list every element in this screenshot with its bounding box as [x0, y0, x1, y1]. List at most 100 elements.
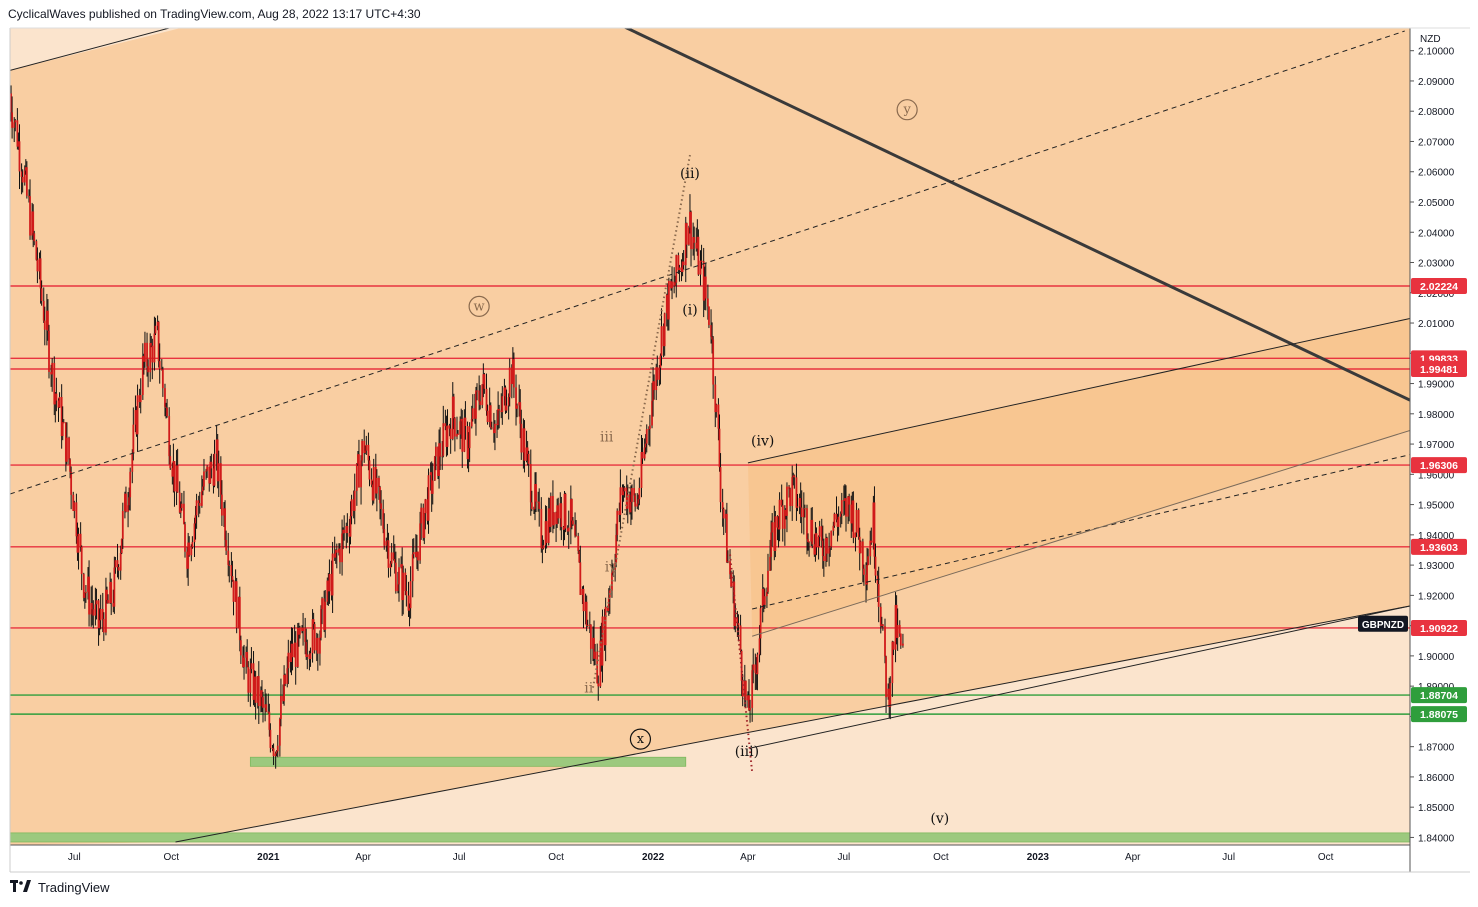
candle-body	[721, 502, 724, 510]
candle-body	[64, 422, 67, 462]
candle-body	[744, 680, 747, 701]
candle-body	[649, 425, 651, 430]
candle-body	[361, 440, 364, 461]
x-tick-label: Oct	[164, 852, 180, 863]
currency-label: NZD	[1420, 34, 1441, 45]
candle-body	[453, 418, 456, 437]
candle-body	[603, 616, 606, 646]
candle-body	[175, 465, 178, 492]
candle-body	[714, 384, 717, 413]
candle-body	[802, 509, 805, 518]
candle-body	[879, 606, 882, 627]
candle-body	[710, 325, 712, 337]
candle-body	[120, 538, 123, 553]
candle-body	[114, 560, 117, 568]
candle-body	[417, 551, 419, 561]
footer-brand[interactable]: TradingView	[10, 880, 110, 895]
candle-body	[896, 625, 899, 638]
candle-body	[520, 423, 523, 453]
x-tick-label: 2021	[257, 852, 280, 863]
candle-body	[265, 704, 268, 712]
candle-body	[770, 532, 773, 557]
candle-body	[751, 670, 754, 708]
candle-body	[409, 581, 412, 609]
candle-body	[604, 606, 607, 646]
candle-body	[599, 640, 602, 687]
candle-body	[48, 330, 50, 372]
candle-body	[538, 501, 541, 509]
candle-body	[387, 540, 390, 568]
candle-body	[117, 567, 120, 571]
wave-label-(iii): (iii)	[735, 744, 759, 760]
candle-body	[433, 456, 436, 481]
candle-body	[227, 550, 230, 565]
candle-body	[225, 540, 228, 551]
candle-body	[291, 643, 294, 658]
candle-body	[274, 753, 277, 757]
candle-body	[372, 466, 375, 501]
candle-body	[678, 267, 681, 271]
candle-body	[438, 443, 440, 476]
candle-body	[209, 461, 212, 484]
candle-body	[383, 529, 386, 546]
candle-body	[14, 120, 17, 123]
candle-body	[276, 745, 279, 752]
candle-body	[821, 540, 824, 557]
candle-body	[223, 508, 225, 516]
candle-body	[461, 418, 464, 452]
candle-body	[360, 460, 362, 488]
candle-body	[763, 596, 766, 605]
candle-body	[643, 447, 646, 459]
candle-body	[283, 674, 285, 702]
candle-body	[736, 617, 739, 624]
candle-body	[560, 503, 563, 528]
candle-body	[439, 443, 442, 457]
candle-body	[144, 342, 146, 362]
candle-body	[449, 428, 452, 440]
price-tag-1.99481: 1.99481	[1420, 364, 1458, 376]
candle-body	[880, 624, 883, 627]
candle-body	[275, 751, 278, 754]
candle-body	[584, 601, 587, 612]
candle-body	[628, 494, 631, 513]
candle-body	[398, 567, 400, 585]
candle-body	[431, 480, 434, 494]
candle-body	[389, 563, 392, 568]
candle-body	[572, 520, 574, 525]
candle-body	[437, 446, 439, 476]
candle-body	[830, 530, 833, 547]
candle-body	[569, 499, 572, 528]
candle-body	[872, 502, 875, 543]
candle-body	[706, 298, 709, 307]
candle-body	[112, 603, 115, 607]
candle-body	[505, 405, 508, 411]
candle-body	[556, 505, 559, 525]
candle-body	[702, 261, 705, 301]
candle-body	[419, 523, 421, 561]
candle-body	[446, 425, 449, 447]
candle-body	[684, 223, 687, 266]
candle-body	[180, 503, 183, 509]
candle-body	[496, 423, 498, 426]
candle-body	[833, 513, 836, 526]
candle-body	[606, 606, 609, 612]
candle-body	[471, 408, 474, 420]
candle-body	[423, 513, 426, 538]
wave-label-iii: iii	[600, 430, 614, 446]
candle-body	[615, 534, 618, 563]
candle-body	[228, 564, 231, 566]
candle-body	[692, 237, 695, 250]
green-demand-zone	[249, 756, 687, 767]
candle-body	[28, 195, 30, 197]
candle-body	[435, 446, 437, 457]
candle-body	[385, 541, 388, 546]
candle-body	[429, 472, 432, 476]
candle-body	[585, 601, 588, 626]
candle-body	[326, 580, 329, 602]
candle-body	[29, 196, 31, 236]
candle-body	[43, 320, 46, 330]
candle-body	[689, 211, 691, 228]
candle-body	[614, 562, 617, 570]
candle-body	[634, 495, 637, 507]
